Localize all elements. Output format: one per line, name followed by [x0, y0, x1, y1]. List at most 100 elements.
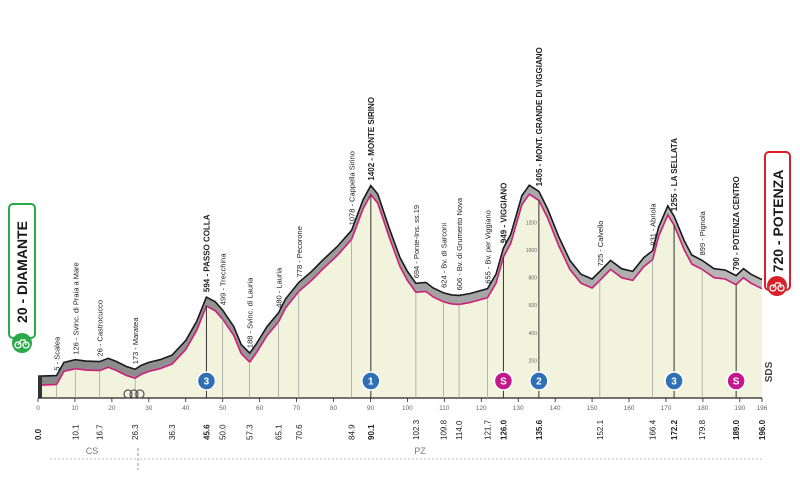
km-distance-label: 166.4	[649, 419, 658, 440]
km-tick-label: 120	[476, 405, 487, 412]
place-label: 624 - Bv. di Sarconi	[440, 223, 449, 288]
km-distance-label: 57.3	[246, 424, 255, 440]
km-tick-label: 0	[36, 405, 40, 412]
place-label: 188 - Svinc. di Lauria	[246, 277, 255, 348]
km-tick-label: 190	[734, 405, 745, 412]
km-tick-label: 140	[550, 405, 561, 412]
place-label: 1405 - MONT. GRANDE DI VIGGIANO	[535, 47, 544, 186]
climb-shading	[38, 185, 762, 386]
km-tick-label: 60	[256, 405, 264, 412]
km-distance-label: 50.0	[219, 424, 228, 440]
altitude-tick-label: 1200	[526, 220, 537, 226]
km-distance-label: 65.1	[275, 424, 284, 440]
sds-mark: SDS	[764, 361, 775, 382]
km-tick-label: 80	[330, 405, 338, 412]
place-label: 5 - Scalea	[53, 336, 62, 371]
climb-marker	[196, 371, 217, 391]
km-distance-label: 126.0	[499, 419, 508, 440]
terrain-area	[38, 194, 762, 398]
altitude-tick-label: 400	[529, 331, 538, 337]
km-tick-label: 50	[219, 405, 227, 412]
place-label: 655 - Bv. per Viggiano	[484, 210, 493, 284]
place-label: 499 - Trecchina	[219, 253, 228, 306]
km-distance-label: 10.1	[71, 424, 80, 440]
profile-outline	[37, 184, 763, 377]
climb-marker	[529, 371, 549, 391]
place-label: 949 - VIGGIANO	[499, 183, 508, 243]
km-distance-label: 152.1	[596, 419, 605, 440]
start-label: 20 - DIAMANTE	[14, 221, 30, 323]
climb-category: 3	[204, 377, 210, 388]
km-tick-label: 180	[697, 405, 708, 412]
finish-label: 720 - POTENZA	[770, 170, 786, 273]
km-tick-label: 70	[293, 405, 301, 412]
km-tick-label: 196	[757, 405, 768, 412]
km-tick-label: 20	[108, 405, 116, 412]
start-flag: 20 - DIAMANTE	[8, 203, 36, 353]
place-label: 694 - Ponte-Ins. ss.19	[412, 205, 421, 278]
km-distance-label: 172.2	[670, 419, 679, 440]
place-label: 480 - Lauria	[275, 267, 284, 308]
place-label: 26 - Castrocucco	[96, 300, 105, 357]
place-label: 1402 - MONTE SIRINO	[367, 97, 376, 181]
km-distance-label: 179.8	[698, 419, 707, 440]
road-line	[37, 193, 763, 386]
km-tick-label: 10	[71, 405, 79, 412]
km-tick-label: 110	[439, 405, 450, 412]
km-distance-label: 16.7	[96, 424, 105, 440]
place-label: 931 - Abriola	[649, 203, 658, 246]
km-distance-label: 135.6	[535, 419, 544, 440]
region-label-pz: PZ	[414, 446, 426, 456]
finish-flag: 720 - POTENZA	[764, 151, 791, 296]
place-label: 1255 - LA SELLATA	[670, 138, 679, 211]
km-distance-label: 196.0	[758, 419, 767, 440]
climb-marker	[664, 371, 684, 391]
climb-marker	[493, 371, 514, 391]
place-label: 594 - PASSO COLLA	[202, 214, 211, 292]
km-distance-label: 84.9	[348, 424, 357, 440]
km-distance-label: 36.3	[168, 424, 177, 440]
altitude-tick-label: 800	[529, 276, 538, 282]
climb-category: S	[733, 377, 740, 388]
climb-category: 1	[368, 377, 374, 388]
climb-category: 2	[536, 377, 542, 388]
altitude-tick-label: 600	[529, 303, 538, 309]
place-label: 126 - Svinc. di Praia a Mare	[71, 262, 80, 355]
place-label: 778 - Pecorone	[295, 226, 304, 277]
km-distance-label: 109.8	[440, 419, 449, 440]
km-distance-label: 45.6	[202, 424, 211, 440]
km-distance-label: 114.0	[455, 420, 464, 440]
km-tick-label: 90	[367, 405, 375, 412]
start-edge	[38, 376, 42, 398]
place-label: 606 - Bv. di Grumento Nova	[455, 197, 464, 290]
km-distance-label: 189.0	[732, 419, 741, 440]
climb-category: S	[500, 377, 507, 388]
km-distance-label: 70.6	[295, 424, 304, 440]
km-distance-label: 0.0	[34, 428, 43, 440]
altitude-tick-label: 1000	[526, 248, 537, 254]
km-distance-label: 102.3	[412, 419, 421, 440]
climb-marker	[726, 371, 746, 391]
km-tick-label: 100	[402, 405, 413, 412]
altitude-tick-label: 200	[529, 358, 538, 364]
km-tick-label: 160	[624, 405, 635, 412]
km-tick-label: 30	[145, 405, 153, 412]
place-label: 790 - POTENZA CENTRO	[732, 176, 741, 270]
place-label: 899 - Pignola	[698, 210, 707, 255]
place-label: 173 - Maratea	[131, 317, 140, 365]
km-tick-label: 130	[513, 405, 524, 412]
km-tick-label: 40	[182, 405, 190, 412]
km-tick-label: 150	[587, 405, 598, 412]
climb-marker	[361, 371, 381, 391]
place-label: 725 - Calvello	[596, 221, 605, 267]
km-distance-label: 90.1	[367, 424, 376, 440]
km-tick-label: 170	[661, 405, 672, 412]
climb-category: 3	[671, 377, 677, 388]
region-label-cs: CS	[86, 446, 99, 456]
km-distance-label: 26.3	[131, 424, 140, 440]
wheels-icon	[123, 389, 145, 399]
place-label: 1078 - Cappella Sirino	[348, 151, 357, 225]
km-distance-label: 121.7	[484, 419, 493, 440]
